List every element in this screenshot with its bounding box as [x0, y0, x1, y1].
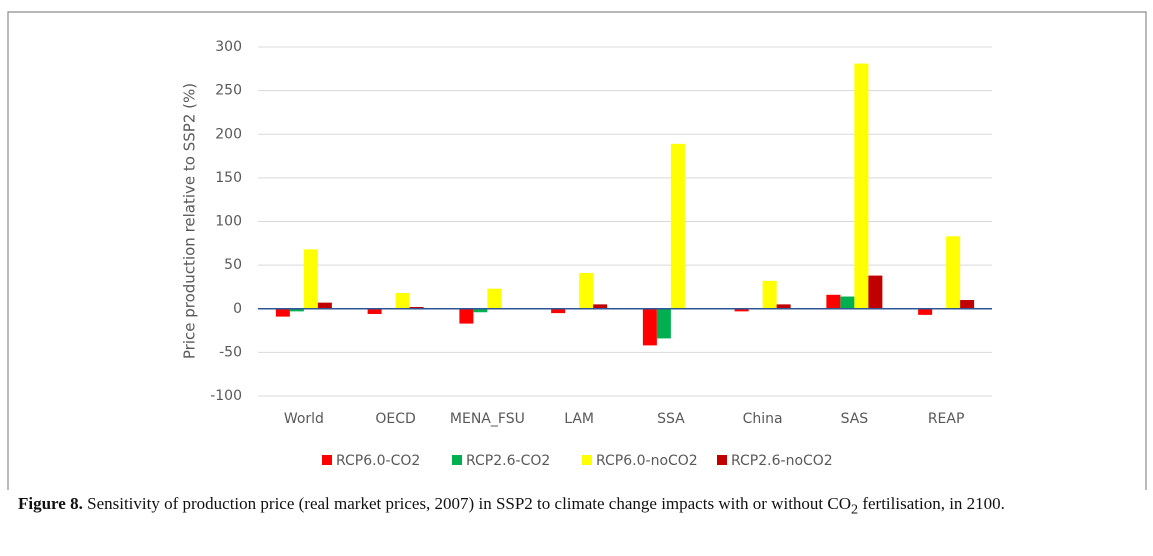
legend-swatch [582, 455, 592, 465]
bar [826, 294, 841, 309]
x-tick-label: MENA_FSU [450, 411, 525, 427]
bar [579, 272, 594, 309]
caption-text: fertilisation, in 2100. [858, 494, 1005, 513]
x-tick-label: China [743, 411, 783, 427]
y-tick-label: 50 [224, 257, 242, 273]
x-tick-label: World [284, 411, 324, 427]
bar [670, 143, 685, 309]
x-tick-label: REAP [928, 411, 965, 427]
bar [656, 308, 671, 339]
bar [409, 307, 424, 309]
y-tick-label: 150 [215, 170, 242, 186]
y-axis-label: Price production relative to SSP2 (%) [181, 83, 199, 359]
caption-label: Figure 8. [18, 494, 83, 513]
x-tick-label: SAS [841, 411, 869, 427]
x-tick-label: LAM [564, 411, 594, 427]
bar [289, 308, 304, 312]
bar [734, 308, 749, 312]
bar [275, 308, 290, 317]
legend-swatch [452, 455, 462, 465]
y-tick-label: 100 [215, 214, 242, 230]
y-tick-label: 250 [215, 83, 242, 99]
bar [367, 308, 382, 314]
bar [840, 296, 855, 309]
bar [473, 308, 488, 313]
y-tick-label: -50 [219, 344, 242, 360]
y-tick-label: -100 [210, 388, 242, 404]
caption-text: Sensitivity of production price (real ma… [82, 494, 852, 513]
y-tick-label: 300 [215, 39, 242, 55]
legend-label: RCP6.0-noCO2 [596, 453, 698, 469]
bar [487, 288, 502, 309]
y-tick-label: 200 [215, 126, 242, 142]
legend-label: RCP2.6-noCO2 [731, 453, 833, 469]
bar [395, 293, 410, 309]
figure-frame [7, 11, 1147, 490]
y-tick-label: 0 [233, 301, 242, 317]
bar [317, 302, 332, 309]
bar [593, 304, 608, 309]
caption-subscript: 2 [851, 501, 859, 518]
bar [459, 308, 474, 324]
chart: Price production relative to SSP2 (%) -1… [7, 11, 1147, 490]
legend-label: RCP2.6-CO2 [466, 453, 550, 469]
x-tick-label: OECD [375, 411, 415, 427]
bar [762, 280, 777, 309]
bar [960, 300, 975, 309]
bar [854, 63, 869, 309]
legend-swatch [322, 455, 332, 465]
bar [868, 275, 883, 309]
legend-label: RCP6.0-CO2 [336, 453, 420, 469]
legend-swatch [717, 455, 727, 465]
bar [776, 304, 791, 309]
bar [303, 249, 318, 309]
bar [642, 308, 657, 346]
x-tick-label: SSA [657, 411, 685, 427]
bar [918, 308, 933, 315]
bar [946, 236, 961, 309]
caption: Figure 8. Sensitivity of production pric… [18, 493, 1143, 520]
bar [551, 308, 566, 314]
